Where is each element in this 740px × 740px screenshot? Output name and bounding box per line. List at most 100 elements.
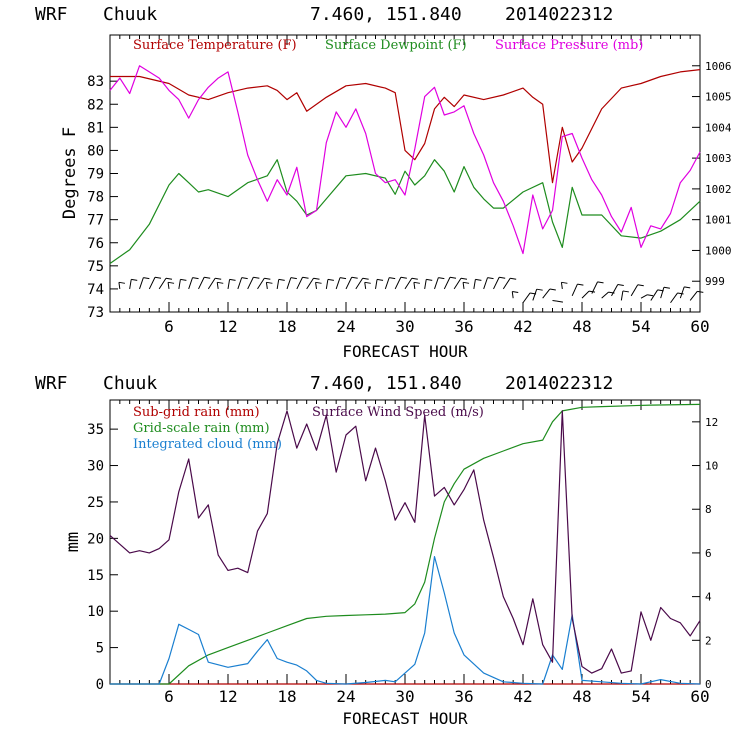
y-tick-label: 10 — [87, 604, 104, 620]
header-site: Chuuk — [103, 4, 157, 25]
wind-barb-17 — [286, 277, 292, 290]
wind-barb-flag-38 — [499, 276, 506, 279]
y-tick-label: 20 — [87, 531, 104, 547]
header-model: WRF — [35, 373, 68, 394]
wind-barb-flag-46 — [577, 283, 584, 286]
y-tick-label: 83 — [87, 74, 104, 90]
x-axis-label: FORECAST HOUR — [342, 709, 468, 728]
y2-tick-label: 1005 — [705, 91, 732, 104]
header-model: WRF — [35, 4, 68, 25]
legend-entry: Grid-scale rain (mm) — [133, 421, 270, 436]
y-tick-label: 74 — [87, 282, 104, 298]
wind-barb-flag-17 — [290, 277, 297, 280]
y2-tick-label: 8 — [705, 503, 712, 516]
wind-barb-4 — [158, 278, 167, 290]
wind-barb-flag-13 — [253, 276, 260, 279]
wind-barb-27 — [384, 277, 390, 290]
wind-barb-51 — [620, 290, 624, 301]
wind-barb-flag-37 — [487, 277, 494, 280]
wind-barb-44 — [552, 299, 558, 302]
wind-barb-flag-18 — [302, 276, 309, 279]
wind-barb-flag-39 — [510, 277, 517, 280]
header-run: 2014022312 — [505, 4, 613, 25]
wind-barb-flag-52 — [637, 284, 644, 287]
wind-barb-flag-44 — [556, 300, 564, 303]
x-tick-label: 30 — [395, 687, 414, 706]
wind-barb-24 — [355, 278, 364, 290]
wind-barb-43 — [542, 288, 551, 299]
y-tick-label: 79 — [87, 167, 104, 183]
x-tick-label: 18 — [277, 317, 296, 336]
wind-barb-flag-34 — [460, 277, 468, 280]
wind-barb-12 — [237, 277, 243, 290]
wind-barb-14 — [257, 278, 265, 290]
legend-entry: Surface Temperature (F) — [133, 38, 297, 53]
wind-barb-flag-36 — [475, 278, 482, 281]
header-run: 2014022312 — [505, 373, 613, 394]
wind-barb-54 — [650, 289, 659, 301]
legend-entry: Surface Pressure (mb) — [495, 38, 643, 53]
wind-barb-55 — [660, 287, 665, 299]
wind-barb-9 — [207, 278, 216, 290]
x-tick-label: 60 — [690, 317, 709, 336]
y-tick-label: 25 — [87, 495, 104, 511]
header-coords: 7.460, 151.840 — [310, 373, 462, 394]
wind-barb-31 — [424, 279, 427, 289]
x-tick-label: 24 — [336, 687, 355, 706]
wind-barb-flag-10 — [217, 281, 224, 284]
wind-barb-21 — [325, 279, 329, 289]
wind-barb-flag-42 — [536, 288, 543, 291]
wind-barb-flag-47 — [588, 290, 596, 293]
wind-barb-36 — [473, 279, 476, 289]
wind-barb-39 — [502, 278, 511, 290]
wind-barb-52 — [630, 284, 639, 297]
wind-barb-6 — [178, 279, 181, 289]
x-tick-label: 54 — [631, 687, 650, 706]
y-tick-label: 0 — [96, 677, 104, 693]
wind-barb-35 — [462, 282, 465, 289]
wind-barb-flag-25 — [364, 281, 371, 284]
wind-barb-1 — [129, 279, 132, 289]
legend-entry: Sub-grid rain (mm) — [133, 405, 260, 420]
legend-entry: Surface Wind Speed (m/s) — [312, 405, 484, 420]
wind-barb-flag-40 — [512, 291, 519, 294]
wind-barb-28 — [394, 277, 402, 290]
series-line-surface-pressure-mb- — [109, 65, 701, 255]
wind-barb-flag-1 — [131, 278, 138, 281]
x-tick-label: 36 — [454, 317, 473, 336]
wind-barb-8 — [198, 277, 205, 290]
y2-tick-label: 1006 — [705, 60, 732, 73]
y2-tick-label: 4 — [705, 591, 712, 604]
legend-entry: Surface Dewpoint (F) — [325, 38, 467, 53]
x-axis-label: FORECAST HOUR — [342, 342, 468, 361]
wind-barb-53 — [640, 294, 648, 299]
wind-barb-flag-45 — [561, 281, 568, 284]
wind-barb-34 — [453, 278, 462, 290]
wind-barb-16 — [276, 279, 280, 289]
wind-barb-32 — [434, 277, 439, 290]
wind-barb-flag-32 — [438, 277, 445, 280]
x-tick-label: 42 — [513, 687, 532, 706]
y2-tick-label: 999 — [705, 275, 725, 288]
wind-barb-33 — [443, 277, 451, 290]
wind-barb-flag-26 — [376, 278, 384, 281]
y-tick-label: 75 — [87, 259, 104, 275]
wind-barb-flag-5 — [167, 281, 175, 284]
wind-barb-flag-31 — [426, 278, 433, 281]
wind-barb-flag-57 — [684, 286, 691, 289]
wind-barb-flag-7 — [192, 277, 199, 280]
wind-barb-flag-20 — [315, 281, 322, 284]
wind-barb-15 — [265, 282, 268, 289]
wind-barb-flag-50 — [617, 283, 624, 286]
wind-barb-11 — [227, 279, 231, 289]
wind-barb-40 — [511, 291, 514, 299]
x-tick-label: 48 — [572, 687, 591, 706]
header-site: Chuuk — [103, 373, 157, 394]
wind-barb-0 — [118, 282, 121, 289]
x-tick-label: 30 — [395, 317, 414, 336]
wind-barb-20 — [315, 282, 317, 289]
wind-barb-49 — [601, 291, 609, 299]
wind-barb-29 — [404, 278, 413, 290]
wind-barb-flag-4 — [165, 277, 173, 280]
